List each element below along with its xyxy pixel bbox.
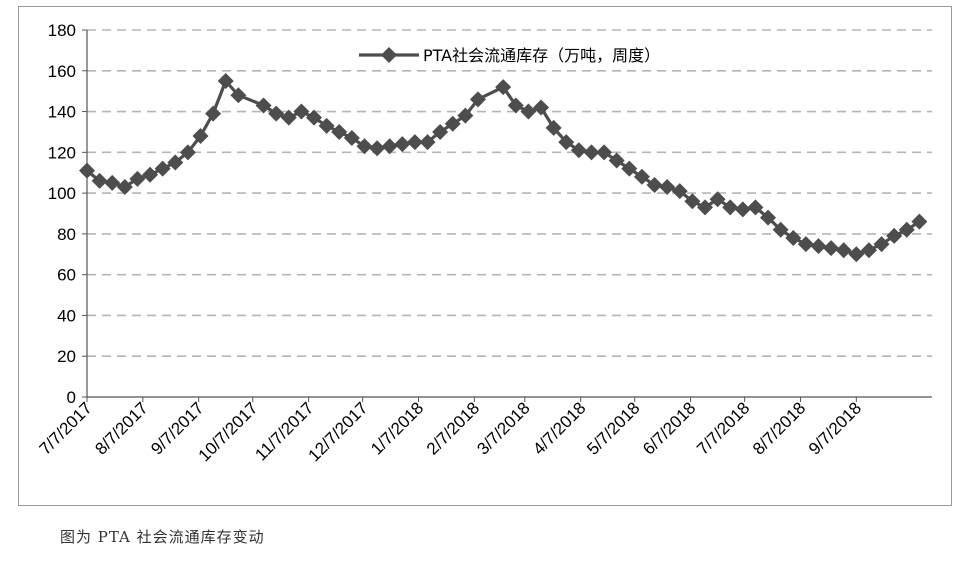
data-point — [760, 209, 777, 226]
data-point — [633, 168, 650, 185]
data-point — [495, 79, 512, 96]
data-point — [369, 140, 386, 157]
data-point — [167, 154, 184, 171]
data-point — [179, 144, 196, 161]
data-point — [608, 152, 625, 169]
legend-label: PTA社会流通库存（万吨，周度） — [423, 46, 660, 65]
legend: PTA社会流通库存（万吨，周度） — [359, 46, 660, 65]
data-point — [671, 183, 688, 200]
y-tick-label: 120 — [48, 143, 76, 162]
data-point — [772, 221, 789, 238]
data-point — [116, 178, 133, 195]
data-point — [722, 199, 739, 216]
x-tick-label: 7/7/2017 — [36, 398, 96, 458]
y-tick-label: 160 — [48, 62, 76, 81]
data-point — [898, 221, 915, 238]
data-point — [558, 134, 575, 151]
data-point — [520, 103, 537, 120]
x-tick-label: 2/7/2018 — [423, 398, 483, 458]
chart-frame: 0 20 40 60 80 100 120 140 160 180 7/7/2017 8/7/201… — [18, 6, 952, 506]
data-point — [192, 128, 209, 145]
x-tick-label: 8/7/2018 — [749, 398, 809, 458]
data-point — [318, 117, 335, 134]
data-point — [848, 246, 865, 263]
data-point — [142, 166, 159, 183]
data-point — [734, 201, 751, 218]
data-point — [709, 191, 726, 208]
data-point — [306, 109, 323, 126]
x-tick-label: 12/7/2017 — [305, 398, 372, 465]
y-tick-label: 60 — [57, 266, 76, 285]
data-point — [785, 229, 802, 246]
data-point — [331, 123, 348, 140]
data-point — [621, 160, 638, 177]
data-point — [507, 97, 524, 114]
data-point — [104, 174, 121, 191]
data-point — [432, 123, 449, 140]
data-point — [457, 107, 474, 124]
y-tick-label: 140 — [48, 103, 76, 122]
x-tick-label: 6/7/2018 — [639, 398, 699, 458]
data-point — [91, 172, 108, 189]
data-point — [230, 87, 247, 104]
data-point — [659, 178, 676, 195]
series-layer — [79, 72, 928, 263]
y-tick-label: 80 — [57, 225, 76, 244]
x-axis-ticks: 7/7/20178/7/20179/7/201710/7/201711/7/20… — [36, 398, 866, 465]
data-point — [545, 119, 562, 136]
y-tick-label: 100 — [48, 184, 76, 203]
data-point — [696, 199, 713, 216]
data-point — [596, 144, 613, 161]
data-point — [747, 199, 764, 216]
axes — [82, 29, 932, 402]
data-point — [217, 72, 234, 89]
x-tick-label: 9/7/2018 — [805, 398, 865, 458]
data-point — [886, 227, 903, 244]
data-point — [255, 97, 272, 114]
data-point — [570, 142, 587, 159]
data-point — [684, 193, 701, 210]
x-tick-label: 8/7/2017 — [91, 398, 151, 458]
data-point — [154, 160, 171, 177]
data-point — [343, 130, 360, 147]
data-point — [911, 213, 928, 230]
legend-swatch-marker — [381, 47, 397, 63]
data-point — [293, 103, 310, 120]
data-point — [860, 242, 877, 259]
data-point — [356, 138, 373, 155]
y-tick-label: 180 — [48, 21, 76, 40]
data-point — [381, 138, 398, 155]
figure-caption: 图为 PTA 社会流通库存变动 — [60, 528, 265, 546]
data-point — [533, 99, 550, 116]
data-point — [205, 105, 222, 122]
data-point — [583, 144, 600, 161]
data-point — [79, 162, 95, 179]
x-tick-label: 7/7/2018 — [693, 398, 753, 458]
data-point — [646, 176, 663, 193]
y-tick-label: 0 — [67, 388, 76, 407]
data-point — [835, 242, 852, 259]
gridlines — [87, 29, 932, 358]
data-point — [469, 91, 486, 108]
x-tick-label: 1/7/2018 — [367, 398, 427, 458]
x-tick-label: 5/7/2018 — [583, 398, 643, 458]
x-tick-label: 10/7/2017 — [195, 398, 262, 465]
data-point — [129, 170, 146, 187]
data-point — [419, 134, 436, 151]
x-tick-label: 4/7/2018 — [529, 398, 589, 458]
data-point — [394, 136, 411, 153]
data-point — [268, 105, 285, 122]
y-tick-label: 20 — [57, 347, 76, 366]
data-point — [280, 109, 297, 126]
data-point — [797, 236, 814, 253]
data-point — [823, 240, 840, 257]
data-point — [873, 236, 890, 253]
y-tick-label: 40 — [57, 306, 76, 325]
data-point — [444, 115, 461, 132]
data-point — [810, 238, 827, 255]
x-tick-label: 3/7/2018 — [473, 398, 533, 458]
y-axis-ticks: 0 20 40 60 80 100 120 140 160 180 — [48, 21, 76, 407]
data-point — [406, 134, 423, 151]
